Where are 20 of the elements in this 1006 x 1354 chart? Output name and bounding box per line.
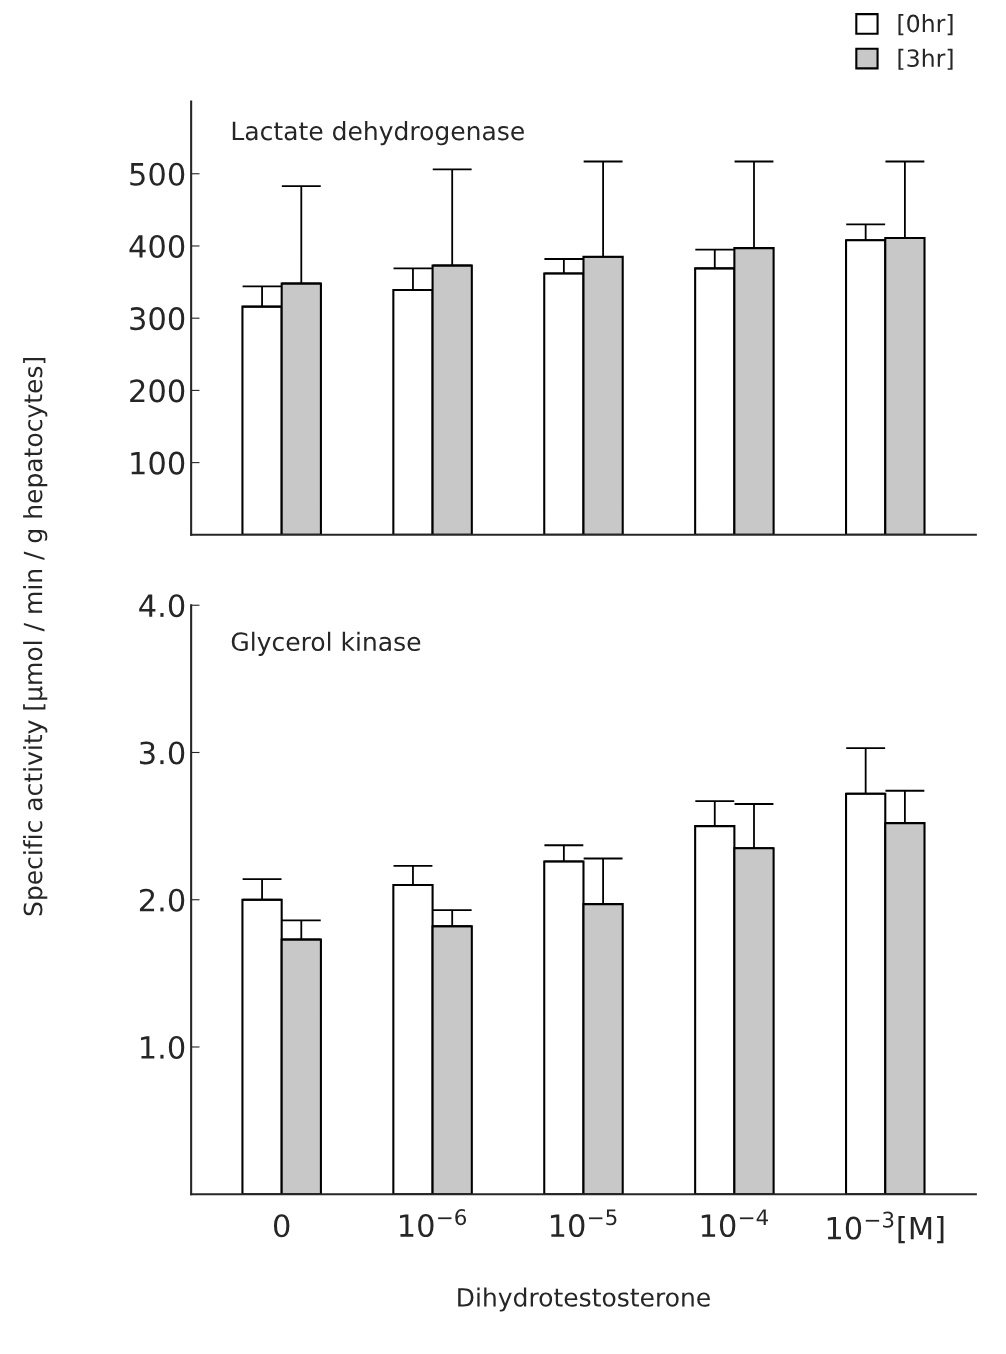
legend-label: [0hr] (898, 14, 953, 36)
x-tick-label: 10$^{−3}$[M] (827, 1211, 944, 1244)
text: Lactate dehydrogenase (232, 121, 524, 146)
y-tick-label: 200 (130, 379, 185, 403)
y-tick-label: 100 (131, 451, 185, 475)
y-tick-label: 400 (129, 234, 185, 259)
y-tick-label: 300 (130, 307, 185, 331)
y-tick-label: 500 (130, 162, 185, 186)
y-tick-label: 4.0 (139, 594, 185, 618)
x-tick-label: 10$^{−5}$ (550, 1209, 617, 1238)
y-axis-title: Specific activity [µmol / min / g hepatocytes] (23, 357, 48, 916)
y-tick-label: 2.0 (139, 888, 185, 912)
legend-label: [3hr] (898, 48, 953, 70)
x-tick-label: 10$^{−4}$ (701, 1209, 768, 1238)
x-tick-label: 0 (273, 1214, 290, 1238)
x-axis-title: Dihydrotestosterone (458, 1287, 710, 1312)
x-tick-label: 10$^{−6}$ (400, 1209, 467, 1238)
y-tick-label: 1.0 (141, 1035, 185, 1060)
text: Glycerol kinase (231, 631, 421, 656)
y-tick-label: 3.0 (140, 741, 185, 765)
